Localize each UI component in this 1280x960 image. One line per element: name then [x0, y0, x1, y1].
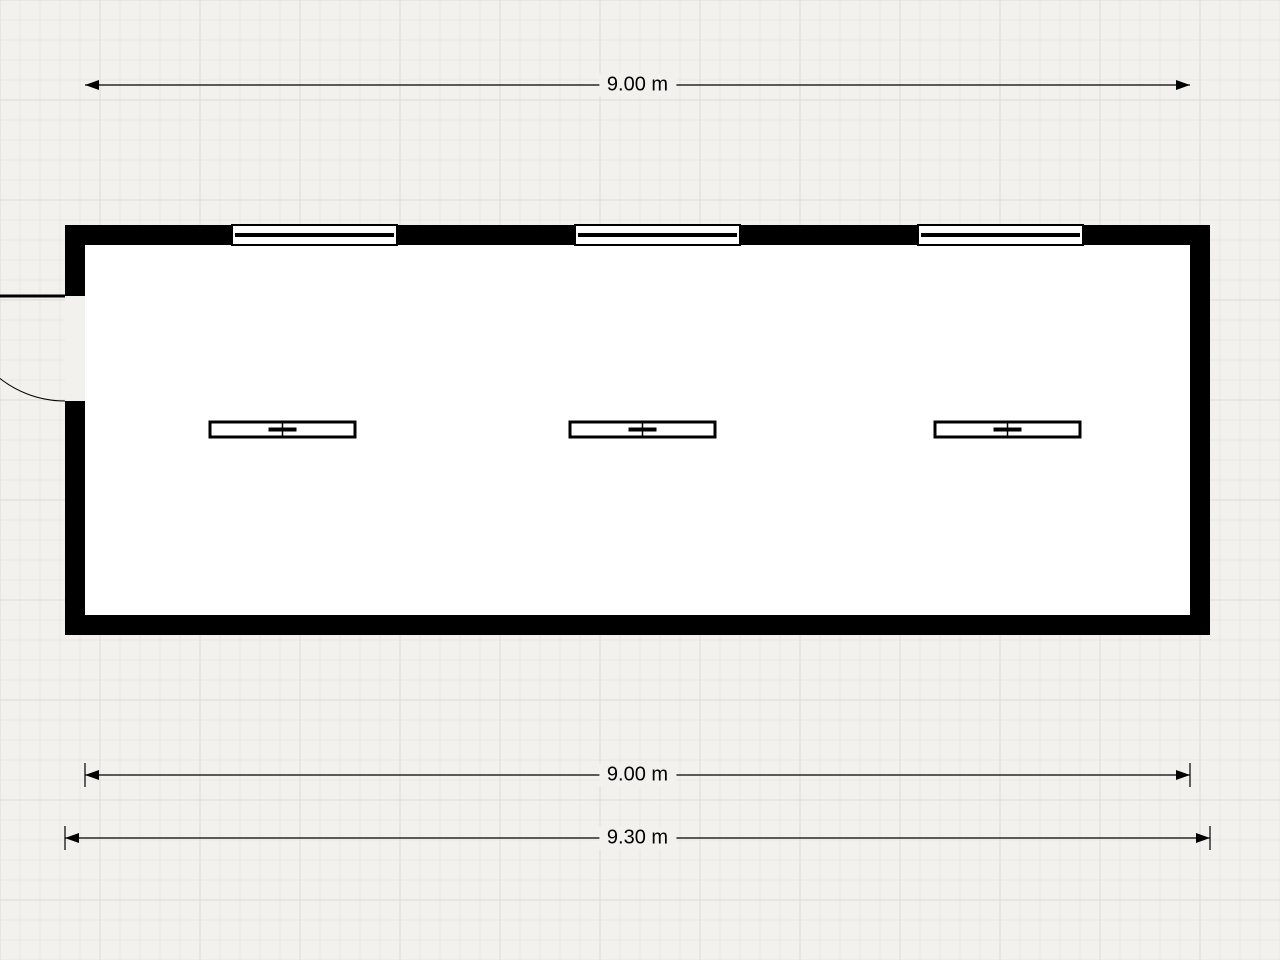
dimension-label-bottom: 9.30 m [599, 827, 676, 850]
floorplan-svg [0, 0, 1280, 960]
dimension-label-top: 9.00 m [599, 74, 676, 97]
dimension-label-mid: 9.00 m [599, 764, 676, 787]
floorplan-canvas: 9.00 m 9.00 m 9.30 m [0, 0, 1280, 960]
